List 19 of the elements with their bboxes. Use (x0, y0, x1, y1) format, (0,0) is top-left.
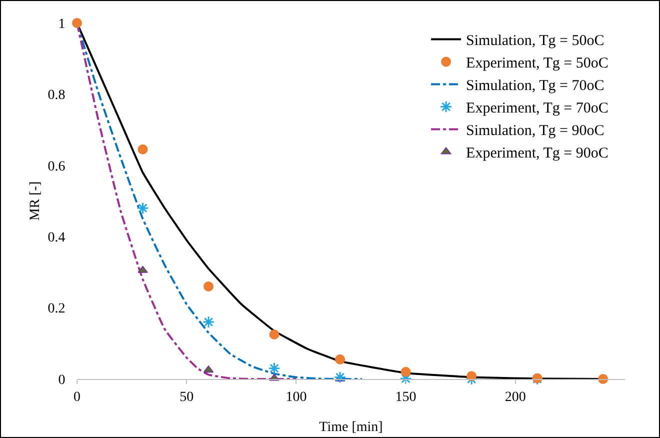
y-axis-title: MR [-] (28, 181, 43, 221)
y-tick-label: 1 (58, 16, 66, 32)
legend-label: Simulation, Tg = 50oC (466, 33, 604, 50)
legend-label: Experiment, Tg = 90oC (466, 146, 608, 162)
y-tick-label: 0.6 (48, 159, 66, 174)
y-tick-label: 0.4 (48, 230, 66, 246)
x-tick-label: 150 (395, 390, 416, 405)
x-tick-label: 0 (74, 390, 80, 405)
x-tick-label: 100 (286, 390, 307, 405)
x-tick-label: 200 (504, 390, 526, 405)
x-tick-label: 50 (180, 390, 194, 405)
legend-label: Experiment, Tg = 50oC (466, 56, 608, 72)
y-tick-label: 0.2 (48, 302, 66, 317)
legend-label: Simulation, Tg = 70oC (466, 78, 604, 94)
legend-label: Simulation, Tg = 90oC (466, 123, 604, 140)
x-axis-title: Time [min] (319, 420, 383, 435)
y-tick-label: 0.8 (48, 88, 66, 104)
y-tick-label: 0 (58, 372, 66, 388)
legend-label: Experiment, Tg = 70oC (466, 100, 608, 117)
